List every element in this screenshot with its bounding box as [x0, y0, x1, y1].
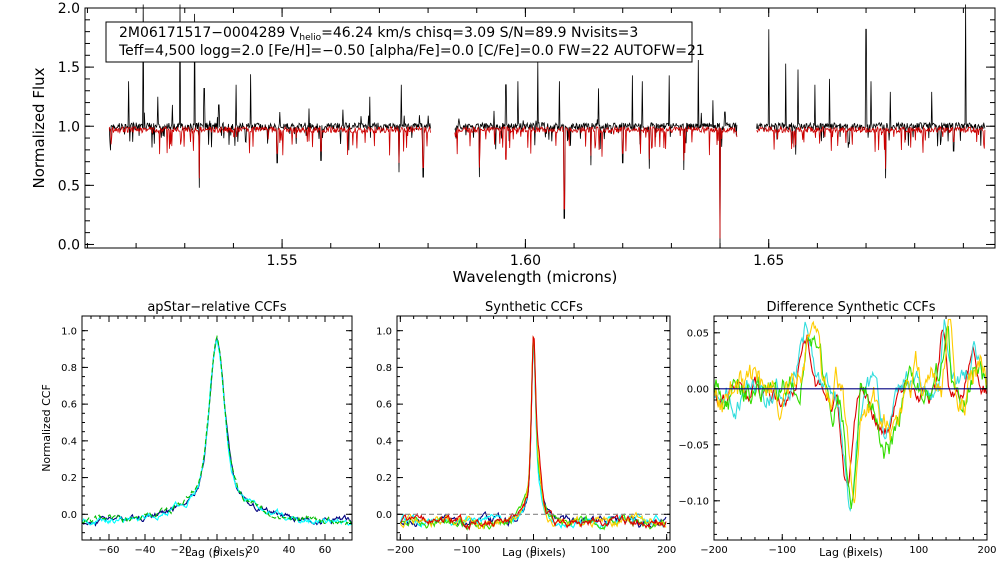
y-tick-label: 0.2 — [376, 473, 392, 484]
x-tick-label: 1.55 — [266, 253, 297, 269]
difference-ccf-title: Difference Synthetic CCFs — [766, 300, 935, 315]
x-tick-label: −60 — [98, 545, 119, 556]
difference-ccf-panel: Difference Synthetic CCFs −200 −100 0 100 20… — [678, 300, 996, 559]
cyan-difference-line — [713, 319, 987, 512]
synthetic-ccf-title: Synthetic CCFs — [485, 300, 583, 315]
x-tick-label: 200 — [657, 545, 676, 556]
x-tick-label: 60 — [319, 545, 332, 556]
apstar-x-axis-label: Lag (pixels) — [185, 546, 249, 559]
x-tick-label: −200 — [387, 545, 414, 556]
y-tick-label: 0.6 — [376, 400, 392, 411]
y-tick-label: 0.8 — [376, 363, 392, 374]
y-tick-label: 0.2 — [61, 473, 77, 484]
visit-3-ccf-line — [81, 334, 353, 526]
difference-x-axis-label: Lag (pixels) — [819, 546, 883, 559]
y-tick-label: 1.0 — [61, 326, 77, 337]
apstar-y-axis-label: Normalized CCF — [40, 384, 53, 472]
x-tick-label: −200 — [700, 545, 727, 556]
synthetic-x-axis-label: Lag (pixels) — [502, 546, 566, 559]
y-tick-label: 0.5 — [58, 178, 80, 194]
spectrum-x-axis-label: Wavelength (microns) — [453, 268, 618, 286]
x-tick-label: −100 — [453, 545, 480, 556]
x-tick-label: −100 — [769, 545, 796, 556]
synthetic-spectrum-line — [756, 125, 986, 169]
y-tick-label: 1.0 — [376, 326, 392, 337]
y-tick-label: 0.8 — [61, 363, 77, 374]
y-tick-label: 1.0 — [58, 119, 80, 135]
x-tick-label: 20 — [247, 545, 260, 556]
visit-2-ccf-line — [81, 339, 353, 526]
y-tick-label: 1.5 — [58, 60, 80, 76]
x-tick-label: 100 — [591, 545, 610, 556]
spectrum-plot-frame — [84, 7, 996, 249]
x-tick-label: 1.60 — [510, 253, 541, 269]
annotation-line-2: Teff=4,500 logg=2.0 [Fe/H]=−0.50 [alpha/… — [118, 43, 705, 59]
synthetic-spectrum-line — [454, 125, 738, 239]
y-tick-label: 0.4 — [376, 436, 392, 447]
annotation-line-1: 2M06171517−0004289 Vhelio=46.24 km/s chi… — [119, 25, 638, 43]
x-tick-label: 1.65 — [753, 253, 784, 269]
yellow-difference-line — [713, 318, 987, 504]
spectrum-y-axis-label: Normalized Flux — [30, 67, 48, 188]
y-tick-label: 2.0 — [58, 1, 80, 17]
x-tick-label: 200 — [977, 545, 996, 556]
synthetic-spectrum-line — [108, 125, 431, 179]
x-tick-label: 40 — [283, 545, 296, 556]
y-tick-label: 0.4 — [61, 436, 77, 447]
observed-spectrum-line — [108, 4, 431, 188]
spectrum-panel: 1.55 1.60 1.65 0.0 0.5 1.0 1.5 2.0 2M06171517−0… — [30, 1, 996, 286]
y-tick-label: −0.05 — [678, 440, 709, 451]
y-tick-label: −0.10 — [678, 496, 709, 507]
y-tick-label: 0.0 — [376, 510, 392, 521]
y-tick-label: 0.0 — [61, 510, 77, 521]
apstar-ccf-panel: apStar−relative CCFs −60 −40 −20 0 20 40 60 0.0… — [40, 300, 353, 559]
x-tick-label: −20 — [170, 545, 191, 556]
spectrum-annotation: 2M06171517−0004289 Vhelio=46.24 km/s chi… — [105, 21, 705, 63]
apstar-ccf-title: apStar−relative CCFs — [147, 300, 287, 315]
x-tick-label: −40 — [134, 545, 155, 556]
x-tick-label: 0 — [847, 545, 853, 556]
x-tick-label: 0 — [530, 545, 536, 556]
y-tick-label: 0.00 — [687, 384, 709, 395]
x-tick-label: 0 — [214, 545, 220, 556]
synthetic-ccf-panel: Synthetic CCFs −200 −100 0 100 200 0.0 0.2 0.4 0… — [376, 300, 676, 559]
green-difference-line — [713, 325, 987, 509]
red-ccf-line — [399, 335, 667, 531]
y-tick-label: 0.05 — [687, 328, 709, 339]
x-tick-label: 100 — [909, 545, 928, 556]
y-tick-label: 0.0 — [58, 237, 80, 253]
y-tick-label: 0.6 — [61, 400, 77, 411]
